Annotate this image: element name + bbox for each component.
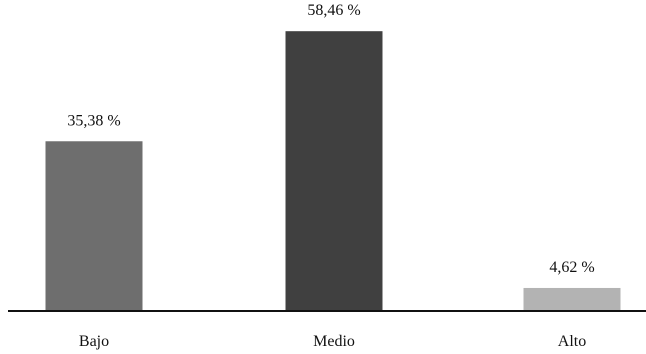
bars-group — [45, 31, 621, 311]
value-labels-group: 35,38 % 58,46 % 4,62 % — [67, 2, 594, 276]
category-label-alto: Alto — [558, 333, 586, 350]
value-label-medio: 58,46 % — [307, 2, 360, 19]
category-label-bajo: Bajo — [79, 333, 109, 350]
bar-alto — [523, 287, 621, 310]
value-label-bajo: 35,38 % — [67, 112, 120, 129]
category-labels-group: Bajo Medio Alto — [79, 333, 586, 350]
bar-bajo — [45, 141, 143, 310]
category-label-medio: Medio — [313, 333, 355, 350]
value-label-alto: 4,62 % — [549, 259, 594, 276]
bar-medio — [285, 31, 383, 311]
